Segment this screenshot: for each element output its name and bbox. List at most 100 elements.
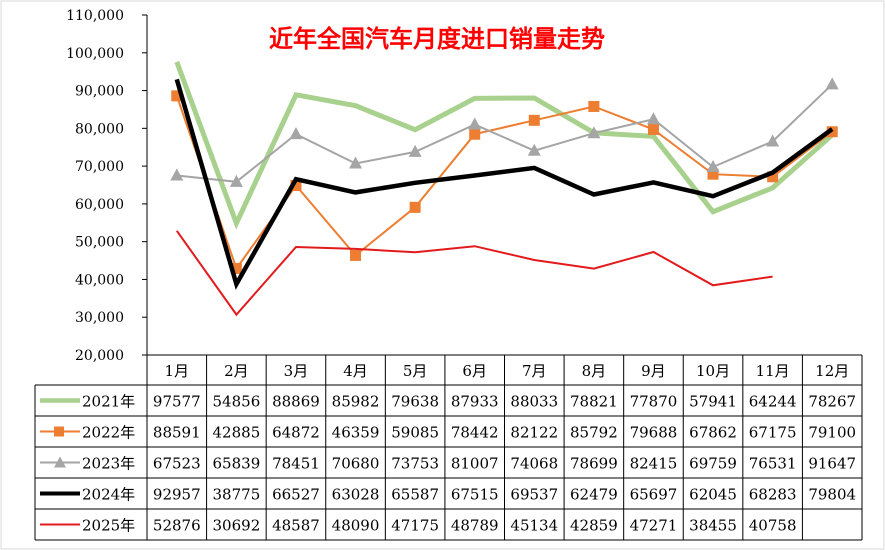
data-point bbox=[408, 144, 422, 157]
data-point bbox=[469, 128, 481, 140]
series-line-2023年 bbox=[176, 83, 833, 183]
y-tick-label: 50,000 bbox=[75, 235, 124, 251]
table-value-cell: 68283 bbox=[749, 486, 797, 504]
series-line-2021年 bbox=[174, 61, 834, 230]
data-point bbox=[766, 134, 780, 147]
x-category-label: 1月 bbox=[165, 362, 190, 380]
table-value-cell: 59085 bbox=[391, 424, 439, 442]
table-value-cell: 42885 bbox=[213, 424, 261, 442]
table-value-cell: 81007 bbox=[451, 455, 499, 473]
series-line-2025年 bbox=[175, 230, 773, 317]
y-tick-label: 110,000 bbox=[66, 8, 124, 24]
table-value-cell: 66527 bbox=[272, 486, 320, 504]
table-value-cell: 64872 bbox=[272, 424, 320, 442]
table-value-cell: 67862 bbox=[689, 424, 737, 442]
table-value-cell: 67523 bbox=[153, 455, 201, 473]
table-value-cell: 30692 bbox=[213, 517, 261, 535]
table-value-cell: 54856 bbox=[213, 393, 261, 411]
chart-title: 近年全国汽车月度进口销量走势 bbox=[269, 25, 605, 53]
y-tick-label: 70,000 bbox=[75, 159, 124, 175]
data-point bbox=[767, 171, 779, 183]
table-value-cell: 79688 bbox=[630, 424, 678, 442]
data-point bbox=[825, 77, 839, 90]
x-category-label: 10月 bbox=[696, 362, 730, 380]
table-value-cell: 38455 bbox=[689, 517, 737, 535]
y-tick-label: 40,000 bbox=[75, 272, 124, 288]
data-point bbox=[290, 179, 302, 191]
table-value-cell: 47175 bbox=[391, 517, 439, 535]
y-tick-label: 20,000 bbox=[75, 348, 124, 364]
table-value-cell: 73753 bbox=[391, 455, 439, 473]
table-value-cell: 85982 bbox=[332, 393, 380, 411]
x-category-label: 7月 bbox=[522, 362, 547, 380]
data-point bbox=[527, 143, 541, 156]
data-point bbox=[587, 126, 601, 139]
table-value-cell: 78821 bbox=[570, 393, 618, 411]
table-value-cell: 47271 bbox=[630, 517, 678, 535]
x-category-label: 4月 bbox=[343, 362, 368, 380]
table-value-cell: 52876 bbox=[153, 517, 201, 535]
x-category-label: 5月 bbox=[403, 362, 428, 380]
table-value-cell: 79638 bbox=[391, 393, 439, 411]
table-value-cell: 45134 bbox=[510, 517, 558, 535]
table-value-cell: 67515 bbox=[451, 486, 499, 504]
table-value-cell: 65839 bbox=[213, 455, 261, 473]
table-value-cell: 77870 bbox=[630, 393, 678, 411]
table-value-cell: 78699 bbox=[570, 455, 618, 473]
table-value-cell: 88591 bbox=[153, 424, 201, 442]
table-value-cell: 64244 bbox=[749, 393, 797, 411]
table-value-cell: 69759 bbox=[689, 455, 737, 473]
y-tick-label: 60,000 bbox=[75, 197, 124, 213]
legend-series-name: 2025年 bbox=[82, 517, 135, 535]
data-point bbox=[170, 168, 184, 181]
data-table: 1月 2月 3月 4月 5月 6月 7月 8月 9月 10月 11月 12月 2021年 97577 548… bbox=[34, 354, 863, 541]
table-value-cell: 62045 bbox=[689, 486, 737, 504]
table-value-cell: 85792 bbox=[570, 424, 618, 442]
data-point bbox=[646, 112, 660, 125]
data-point bbox=[349, 156, 363, 169]
data-point bbox=[647, 124, 659, 136]
y-tick-label: 90,000 bbox=[75, 84, 124, 100]
table-value-cell: 67175 bbox=[749, 424, 797, 442]
data-point bbox=[229, 174, 243, 187]
table-value-cell: 91647 bbox=[808, 455, 856, 473]
table-value-cell: 65587 bbox=[391, 486, 439, 504]
table-value-cell: 74068 bbox=[510, 455, 558, 473]
y-tick-label: 100,000 bbox=[66, 46, 124, 62]
data-point bbox=[289, 127, 303, 140]
data-point bbox=[588, 100, 600, 112]
table-value-cell: 46359 bbox=[332, 424, 380, 442]
legend-series-name: 2021年 bbox=[82, 393, 135, 411]
table-value-cell: 40758 bbox=[749, 517, 797, 535]
table-value-cell: 88869 bbox=[272, 393, 320, 411]
table-value-cell: 62479 bbox=[570, 486, 618, 504]
table-value-cell: 57941 bbox=[689, 393, 737, 411]
legend-key-marker bbox=[54, 426, 64, 437]
data-point bbox=[350, 249, 362, 261]
legend-key-marker bbox=[54, 456, 66, 468]
x-category-label: 12月 bbox=[815, 362, 849, 380]
x-category-label: 6月 bbox=[462, 362, 487, 380]
table-value-cell: 82415 bbox=[630, 455, 678, 473]
table-value-cell: 65697 bbox=[630, 486, 678, 504]
x-category-label: 8月 bbox=[582, 362, 607, 380]
table-value-cell: 97577 bbox=[153, 393, 201, 411]
data-point bbox=[409, 201, 421, 213]
y-axis: 20,000 30,000 40,000 50,000 60,000 70,000 80,0… bbox=[66, 8, 148, 364]
table-value-cell: 87933 bbox=[451, 393, 499, 411]
data-point bbox=[468, 117, 482, 130]
x-category-label: 2月 bbox=[224, 362, 249, 380]
table-value-cell: 79100 bbox=[808, 424, 856, 442]
x-category-label: 9月 bbox=[641, 362, 666, 380]
table-value-cell: 70680 bbox=[332, 455, 380, 473]
table-value-cell: 82122 bbox=[510, 424, 558, 442]
table-value-cell: 88033 bbox=[510, 393, 558, 411]
data-point bbox=[230, 263, 242, 275]
table-value-cell: 48789 bbox=[451, 517, 499, 535]
table-value-cell: 48587 bbox=[272, 517, 320, 535]
data-point bbox=[528, 114, 540, 126]
table-value-cell: 78267 bbox=[808, 393, 856, 411]
data-point bbox=[707, 168, 719, 180]
y-tick-label: 80,000 bbox=[75, 121, 124, 137]
